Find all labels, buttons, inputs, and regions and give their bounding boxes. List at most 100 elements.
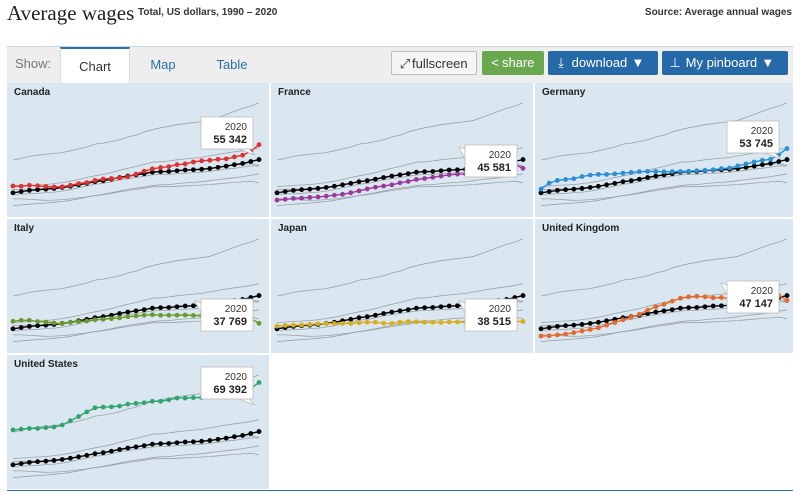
- series-point[interactable]: [628, 170, 634, 175]
- series-point[interactable]: [719, 166, 724, 171]
- series-point[interactable]: [68, 182, 73, 188]
- series-point[interactable]: [414, 177, 419, 182]
- series-point[interactable]: [455, 171, 460, 177]
- series-point[interactable]: [84, 318, 90, 324]
- series-point[interactable]: [364, 186, 370, 192]
- series-point[interactable]: [59, 422, 65, 428]
- series-point[interactable]: [373, 184, 378, 190]
- series-point[interactable]: [141, 400, 147, 406]
- series-point[interactable]: [686, 168, 691, 174]
- series-point[interactable]: [356, 188, 362, 194]
- chart-cell-france[interactable]: 2020 45 581 France: [271, 83, 533, 217]
- series-point[interactable]: [743, 161, 749, 167]
- download-button[interactable]: ⤓ download ▼: [548, 51, 658, 75]
- series-point[interactable]: [125, 314, 131, 320]
- series-point[interactable]: [332, 192, 337, 198]
- series-point[interactable]: [68, 319, 73, 325]
- series-point[interactable]: [538, 333, 544, 339]
- series-point[interactable]: [332, 321, 337, 326]
- series-point[interactable]: [446, 319, 452, 325]
- series-point[interactable]: [125, 174, 131, 180]
- series-point[interactable]: [59, 184, 65, 190]
- series-point[interactable]: [414, 319, 419, 325]
- tab-table[interactable]: Table: [216, 57, 248, 72]
- series-point[interactable]: [612, 320, 618, 325]
- series-point[interactable]: [191, 313, 196, 318]
- series-point[interactable]: [669, 298, 675, 304]
- series-point[interactable]: [27, 182, 32, 188]
- chart-cell-canada[interactable]: 2020 55 342 Canada: [7, 83, 269, 217]
- series-point[interactable]: [612, 171, 618, 177]
- series-point[interactable]: [223, 156, 229, 162]
- series-point[interactable]: [109, 176, 114, 181]
- chart-cell-japan[interactable]: 2020 38 515 Japan: [271, 219, 533, 353]
- series-point[interactable]: [150, 166, 155, 172]
- series-point[interactable]: [563, 177, 568, 182]
- series-point[interactable]: [596, 171, 601, 177]
- series-point[interactable]: [166, 164, 172, 170]
- series-point[interactable]: [710, 295, 716, 301]
- series-point[interactable]: [166, 397, 172, 403]
- series-point[interactable]: [35, 319, 40, 324]
- series-point[interactable]: [438, 173, 444, 179]
- tab-map[interactable]: Map: [150, 57, 176, 72]
- series-point[interactable]: [397, 319, 403, 325]
- series-point[interactable]: [686, 294, 691, 300]
- series-point[interactable]: [18, 183, 24, 189]
- pinboard-button[interactable]: ⊥ My pinboard ▼: [662, 51, 788, 75]
- series-point[interactable]: [232, 154, 237, 160]
- series-point[interactable]: [340, 321, 345, 326]
- series-point[interactable]: [76, 319, 81, 324]
- series-point[interactable]: [389, 182, 395, 188]
- series-point[interactable]: [174, 395, 180, 401]
- series-point[interactable]: [596, 325, 601, 331]
- series-point[interactable]: [109, 404, 114, 410]
- series-point[interactable]: [166, 312, 172, 318]
- series-point[interactable]: [299, 322, 304, 328]
- series-point[interactable]: [760, 157, 765, 163]
- series-point[interactable]: [43, 319, 49, 325]
- series-point[interactable]: [76, 414, 81, 419]
- series-point[interactable]: [43, 425, 49, 431]
- series-point[interactable]: [76, 181, 81, 186]
- series-point[interactable]: [405, 319, 411, 324]
- series-point[interactable]: [307, 195, 313, 200]
- series-point[interactable]: [546, 333, 552, 339]
- series-point[interactable]: [645, 307, 650, 313]
- series-point[interactable]: [661, 169, 667, 175]
- series-point[interactable]: [381, 320, 386, 326]
- series-point[interactable]: [150, 312, 155, 318]
- fullscreen-button[interactable]: ⤢ fullscreen: [391, 51, 477, 75]
- series-point[interactable]: [637, 311, 642, 317]
- series-point[interactable]: [92, 178, 98, 183]
- series-point[interactable]: [315, 321, 321, 327]
- series-point[interactable]: [628, 314, 634, 320]
- series-point[interactable]: [84, 409, 90, 415]
- series-point[interactable]: [694, 293, 700, 299]
- series-point[interactable]: [191, 395, 196, 401]
- chart-cell-united-states[interactable]: 2020 69 392 United States: [7, 355, 269, 489]
- series-point[interactable]: [579, 328, 585, 334]
- series-point[interactable]: [727, 165, 732, 171]
- series-point[interactable]: [133, 401, 139, 406]
- series-point[interactable]: [438, 320, 444, 325]
- chart-cell-united-kingdom[interactable]: 2020 47 147 United Kingdom: [535, 219, 793, 353]
- series-point[interactable]: [158, 398, 164, 404]
- series-point[interactable]: [199, 158, 205, 164]
- series-point[interactable]: [348, 321, 354, 326]
- series-point[interactable]: [315, 194, 321, 200]
- series-point[interactable]: [422, 176, 427, 181]
- series-point[interactable]: [141, 312, 147, 318]
- series-point[interactable]: [538, 186, 544, 192]
- series-point[interactable]: [653, 304, 659, 310]
- series-point[interactable]: [620, 170, 626, 176]
- series-point[interactable]: [51, 320, 57, 326]
- series-point[interactable]: [35, 183, 40, 189]
- series-point[interactable]: [323, 193, 329, 199]
- series-point[interactable]: [587, 172, 593, 178]
- series-point[interactable]: [751, 159, 757, 165]
- series-point[interactable]: [207, 157, 213, 163]
- series-point[interactable]: [274, 197, 280, 203]
- series-point[interactable]: [27, 426, 32, 431]
- series-point[interactable]: [18, 426, 24, 432]
